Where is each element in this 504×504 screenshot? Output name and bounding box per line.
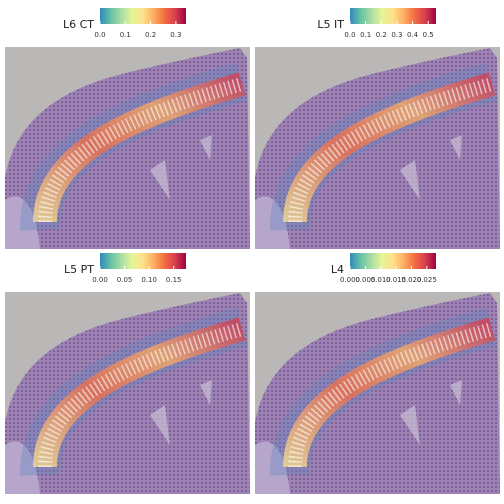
colorbar-tick-label: 0.5 [423, 31, 434, 39]
colorbar [350, 8, 436, 24]
tissue-image [255, 292, 500, 494]
colorbar [100, 8, 186, 24]
colorbar-tick-label: 0.020 [401, 276, 421, 284]
colorbar-tick-label: 0.0 [344, 31, 355, 39]
colorbar-tick-label: 0.05 [117, 276, 133, 284]
colorbar [350, 253, 436, 269]
panel: L5 IT0.0 0.1 0.2 0.3 0.4 0.5 [255, 8, 500, 249]
colorbar-tick-label: 0.4 [407, 31, 419, 39]
colorbar-tick-label: 0.2 [145, 31, 156, 39]
colorbar-tick-label: 0.015 [386, 276, 406, 284]
panel-title: L4 [331, 263, 344, 276]
colorbar-tick-label: 0.005 [355, 276, 375, 284]
panel-title: L5 IT [317, 18, 344, 31]
tissue-image [255, 47, 500, 249]
colorbar-tick-label: 0.3 [391, 31, 402, 39]
colorbar-tick-label: 0.0 [94, 31, 105, 39]
colorbar-tick-label: 0.000 [340, 276, 360, 284]
colorbar-tick-label: 0.1 [120, 31, 131, 39]
panel-title: L6 CT [63, 18, 94, 31]
colorbar-tick-label: 0.010 [371, 276, 391, 284]
colorbar-tick-label: 0.00 [92, 276, 108, 284]
colorbar-tick-label: 0.15 [166, 276, 182, 284]
panel: L6 CT0.0 0.1 0.2 0.3 [5, 8, 250, 249]
colorbar [100, 253, 186, 269]
colorbar-tick-label: 0.2 [376, 31, 387, 39]
tissue-image [5, 47, 250, 249]
colorbar-tick-label: 0.025 [417, 276, 437, 284]
panel-title: L5 PT [64, 263, 94, 276]
colorbar-tick-label: 0.1 [360, 31, 371, 39]
panel: L5 PT0.00 0.05 0.10 0.15 [5, 253, 250, 494]
tissue-image [5, 292, 250, 494]
colorbar-tick-label: 0.3 [170, 31, 181, 39]
colorbar-tick-label: 0.10 [141, 276, 157, 284]
